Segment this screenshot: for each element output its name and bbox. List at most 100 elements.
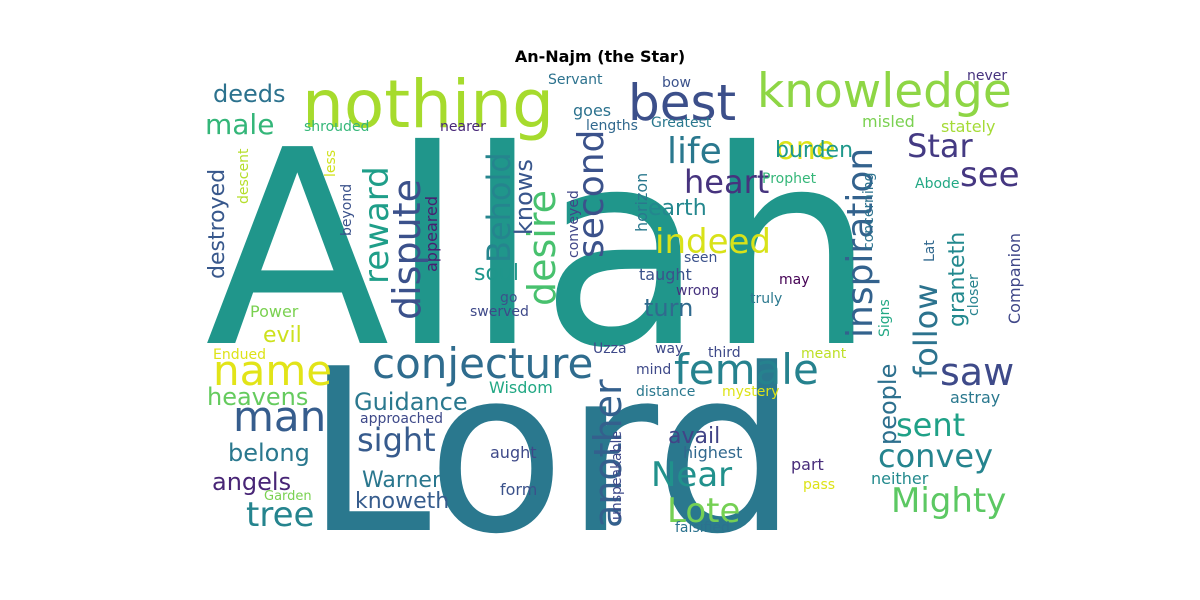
word-wisdom: Wisdom [489, 378, 553, 397]
word-earth: earth [648, 196, 707, 221]
word-people: people [874, 364, 902, 445]
word-concerning: concerning [861, 173, 877, 250]
word-belong: belong [228, 439, 310, 467]
word-way: way [655, 341, 683, 357]
word-abode: Abode [915, 176, 960, 192]
word-lengths: lengths [586, 118, 638, 134]
word-mystery: mystery [722, 384, 779, 400]
word-misled: misled [862, 112, 915, 131]
word-conveyed: conveyed [566, 190, 582, 258]
word-goes: goes [573, 101, 611, 120]
word-evil: evil [263, 323, 302, 348]
word-life: life [667, 131, 722, 172]
word-behold: Behold [480, 152, 518, 263]
word-bow: bow [662, 75, 691, 91]
word-name: name [213, 346, 332, 395]
word-another: another [586, 379, 630, 528]
word-mighty: Mighty [891, 481, 1006, 521]
word-shrouded: shrouded [304, 119, 369, 135]
word-allah: Allah [205, 92, 876, 407]
word-knowledge: knowledge [757, 64, 1012, 119]
word-star: Star [907, 127, 973, 165]
word-approached: approached [360, 411, 443, 427]
word-greatest: Greatest [651, 115, 712, 131]
word-female: female [674, 345, 819, 394]
word-soul: soul [474, 261, 519, 286]
word-swerved: swerved [470, 304, 529, 320]
word-highest: highest [683, 443, 742, 462]
word-pass: pass [803, 477, 835, 493]
word-appeared: appeared [422, 196, 441, 272]
word-man: man [233, 392, 326, 441]
word-heart: heart [684, 163, 769, 201]
word-mind: mind [636, 362, 671, 378]
word-sent: sent [896, 406, 965, 444]
word-truly: truly [750, 291, 782, 307]
word-heavens: heavens [207, 383, 308, 411]
word-may: may [779, 272, 810, 288]
word-lord: Lord [305, 321, 798, 584]
word-knoweth: knoweth [355, 489, 449, 514]
word-indeed: indeed [655, 222, 771, 262]
word-power: Power [250, 302, 299, 321]
word-prophet: Prophet [762, 171, 817, 187]
word-horizon: horizon [632, 173, 651, 232]
word-second: second [571, 130, 612, 258]
word-nothing: nothing [302, 66, 554, 143]
word-lat: Lat [922, 240, 938, 262]
word-tree: tree [246, 495, 314, 535]
word-near: Near [651, 455, 732, 495]
word-form: form [500, 480, 537, 499]
word-convey: convey [878, 437, 993, 475]
word-garden: Garden [264, 489, 312, 504]
word-see: see [960, 155, 1020, 195]
word-third: third [708, 345, 741, 361]
word-male: male [205, 108, 274, 141]
word-unspeakable: unspeakable [609, 431, 625, 520]
word-astray: astray [950, 388, 1000, 407]
word-conjecture: conjecture [372, 339, 593, 388]
word-taught: taught [639, 265, 692, 284]
word-sight: sight [357, 421, 436, 459]
word-granteth: granteth [945, 232, 970, 327]
word-inspiration: inspiration [840, 148, 881, 338]
word-stately: stately [941, 117, 995, 136]
word-part: part [791, 455, 824, 474]
word-knows: knows [510, 159, 538, 235]
word-meant: meant [801, 346, 847, 362]
word-never: never [967, 68, 1007, 84]
word-best: best [628, 74, 736, 132]
word-guidance: Guidance [354, 388, 468, 416]
word-descent: descent [236, 148, 252, 204]
word-angels: angels [212, 468, 291, 496]
word-seen: seen [684, 250, 717, 266]
word-companion: Companion [1005, 233, 1024, 324]
word-nearer: nearer [440, 119, 486, 135]
word-neither: neither [871, 469, 929, 488]
word-reward: reward [357, 166, 397, 284]
word-burden: burden [775, 138, 853, 163]
word-wrong: wrong [676, 283, 719, 299]
word-distance: distance [636, 384, 695, 400]
chart-title: An-Najm (the Star) [514, 47, 686, 66]
word-aught: aught [490, 443, 537, 462]
word-deeds: deeds [213, 80, 286, 108]
word-turn: turn [644, 294, 693, 322]
word-dispute: dispute [385, 179, 429, 320]
word-less: less [323, 150, 339, 177]
word-desire: desire [520, 190, 564, 306]
word-follow: follow [907, 284, 945, 378]
word-signs: Signs [877, 299, 893, 337]
word-saw: saw [940, 350, 1014, 394]
word-uzza: Uzza [593, 341, 627, 357]
word-destroyed: destroyed [205, 169, 230, 279]
word-avail: avail [668, 424, 720, 449]
word-endued: Endued [213, 347, 266, 363]
word-one: one [776, 129, 836, 167]
word-beyond: beyond [339, 184, 355, 236]
word-go: go [500, 290, 517, 306]
word-warner: Warner [362, 468, 442, 493]
word-falsified: falsified [675, 520, 730, 536]
word-closer: closer [966, 274, 982, 316]
